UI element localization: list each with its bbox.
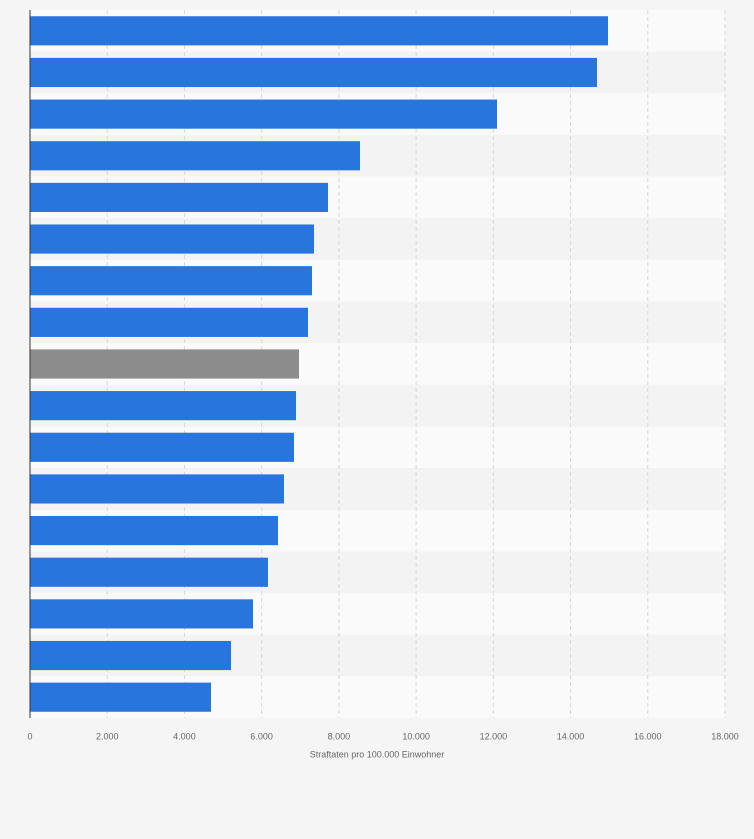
x-tick-label: 4.000 xyxy=(173,731,196,741)
bar xyxy=(30,307,308,337)
bar xyxy=(30,266,313,296)
bar xyxy=(30,557,268,587)
bar xyxy=(30,474,284,504)
x-tick-label: 6.000 xyxy=(250,731,273,741)
x-axis-title: Straftaten pro 100.000 Einwohner xyxy=(310,749,445,759)
bar xyxy=(30,141,361,171)
bar xyxy=(30,57,598,88)
bar xyxy=(30,640,232,671)
x-tick-label: 0 xyxy=(27,731,32,741)
x-tick-label: 14.000 xyxy=(557,731,585,741)
bar xyxy=(30,391,296,421)
x-tick-label: 2.000 xyxy=(96,731,119,741)
x-tick-label: 12.000 xyxy=(480,731,508,741)
bar xyxy=(30,516,278,546)
x-tick-label: 10.000 xyxy=(402,731,430,741)
x-tick-label: 8.000 xyxy=(328,731,351,741)
bar xyxy=(30,99,498,129)
x-tick-label: 18.000 xyxy=(711,731,739,741)
x-tick-label: 16.000 xyxy=(634,731,662,741)
bar xyxy=(30,349,300,379)
bar xyxy=(30,682,212,712)
bar xyxy=(30,224,315,254)
bar xyxy=(30,432,294,462)
bar xyxy=(30,599,254,629)
bar xyxy=(30,16,609,46)
bar xyxy=(30,182,329,212)
